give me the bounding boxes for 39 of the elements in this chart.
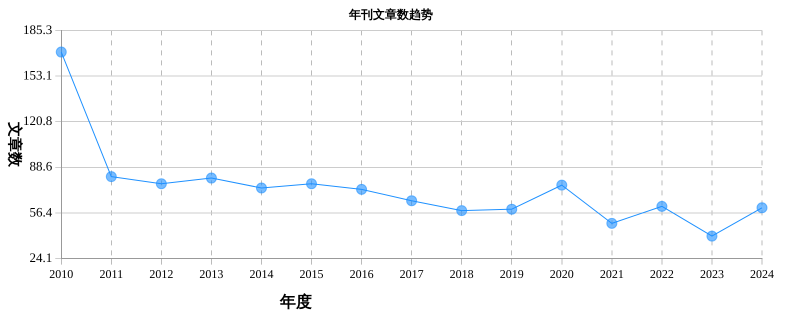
x-tick-label: 2018 bbox=[450, 266, 474, 281]
point bbox=[156, 178, 167, 190]
x-tick-label: 2020 bbox=[550, 266, 574, 281]
x-tick-label: 2012 bbox=[149, 266, 174, 281]
point bbox=[406, 195, 418, 206]
point bbox=[756, 202, 768, 214]
y-axis-title: 文章数 bbox=[5, 122, 24, 167]
x-tick-label: 2011 bbox=[100, 266, 124, 281]
y-tick-label: 153.1 bbox=[23, 67, 52, 82]
point bbox=[556, 180, 568, 191]
x-tick-label: 2019 bbox=[500, 266, 524, 281]
chart-title: 年刊文章数趋势 bbox=[348, 7, 433, 22]
y-tick-label: 24.1 bbox=[30, 250, 52, 266]
y-tick-label: 56.4 bbox=[30, 204, 53, 220]
point bbox=[56, 46, 67, 58]
x-tick-label: 2010 bbox=[49, 266, 74, 281]
x-tick-label: 2016 bbox=[350, 266, 374, 281]
point bbox=[656, 200, 668, 212]
x-tick-label: 2024 bbox=[750, 266, 774, 281]
point bbox=[606, 218, 618, 229]
x-tick-label: 2023 bbox=[700, 266, 724, 281]
x-tick-label: 2013 bbox=[199, 266, 224, 281]
point bbox=[706, 230, 718, 242]
point bbox=[256, 182, 267, 194]
x-tick-label: 2014 bbox=[249, 266, 274, 281]
x-tick-label: 2022 bbox=[650, 266, 674, 281]
point bbox=[306, 178, 318, 190]
point bbox=[506, 204, 518, 215]
x-tick-label: 2021 bbox=[600, 266, 624, 281]
point bbox=[106, 171, 117, 182]
x-tick-label: 2017 bbox=[400, 266, 424, 281]
x-tick-label: 2015 bbox=[300, 266, 324, 281]
point bbox=[356, 184, 368, 195]
point bbox=[206, 172, 217, 184]
y-tick-label: 88.6 bbox=[30, 158, 53, 174]
point bbox=[456, 205, 468, 216]
y-tick-label: 185.3 bbox=[23, 22, 52, 37]
x-axis-title: 年度 bbox=[280, 292, 312, 313]
y-tick-label: 120.8 bbox=[23, 113, 52, 128]
